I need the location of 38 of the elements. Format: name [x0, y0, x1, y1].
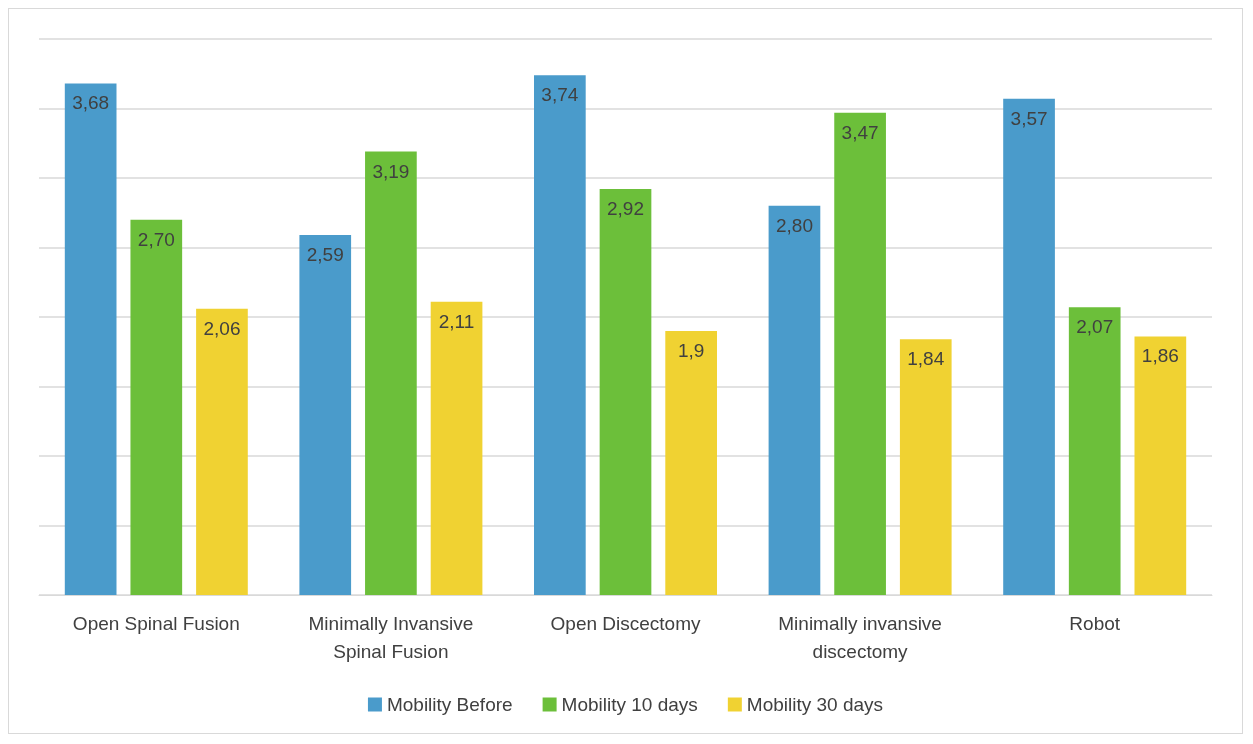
data-label: 2,07 — [1076, 316, 1114, 338]
data-label: 3,19 — [372, 160, 410, 182]
bar — [1003, 98, 1055, 595]
bar — [599, 189, 652, 595]
bar — [299, 234, 352, 595]
data-label: 2,06 — [203, 317, 241, 339]
bar — [665, 330, 717, 595]
bar — [899, 339, 952, 595]
data-label: 1,86 — [1141, 345, 1179, 367]
x-tick-label: Open Discectomy — [550, 612, 701, 634]
bar — [365, 151, 417, 595]
data-label: 3,74 — [541, 84, 579, 106]
bar — [196, 308, 248, 595]
data-label: 3,57 — [1010, 107, 1048, 129]
x-tick-label: Open Spinal Fusion — [72, 612, 240, 634]
bar — [534, 75, 586, 595]
bar — [834, 112, 886, 595]
data-label: 2,80 — [775, 214, 813, 236]
x-tick-label: Robot — [1069, 612, 1121, 634]
legend-label: Mobility 10 days — [561, 694, 698, 715]
legend-label: Mobility Before — [386, 694, 513, 715]
bar — [130, 219, 183, 595]
data-label: 3,47 — [841, 121, 879, 143]
bar — [1068, 307, 1121, 595]
data-label: 2,11 — [438, 310, 475, 332]
data-label: 2,92 — [607, 198, 644, 220]
x-tick-label: Minimally invansive discectomy — [778, 612, 942, 662]
data-label: 1,9 — [677, 339, 705, 361]
bar — [430, 301, 483, 595]
legend-label: Mobility 30 days — [746, 694, 884, 715]
data-label: 2,70 — [137, 228, 175, 250]
bar — [768, 205, 821, 595]
data-label: 1,84 — [907, 348, 945, 370]
bar — [64, 83, 117, 595]
bar — [1134, 336, 1187, 595]
x-tick-label: Minimally Invansive Spinal Fusion — [308, 612, 474, 662]
data-label: 2,59 — [306, 243, 344, 265]
data-label: 3,68 — [72, 92, 110, 114]
